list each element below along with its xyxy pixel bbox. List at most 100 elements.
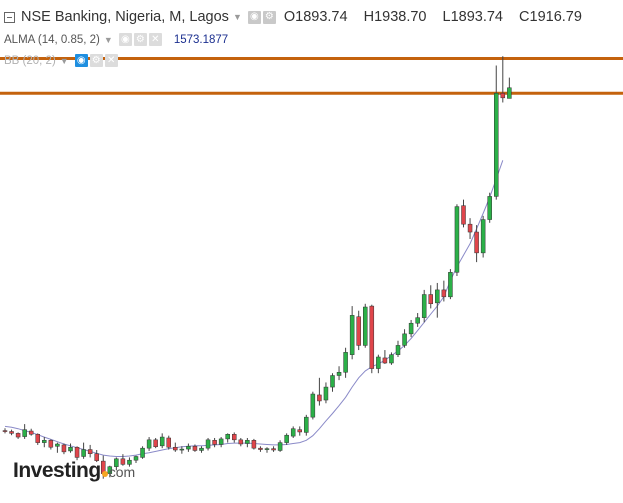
candle-body-up [408, 322, 414, 335]
chevron-down-icon[interactable]: ▼ [232, 12, 242, 22]
candle-body-up [304, 416, 309, 433]
candle [264, 447, 270, 453]
candle-body-up [277, 442, 283, 451]
candle-body-up [127, 459, 132, 465]
candle [448, 269, 453, 300]
candle [192, 444, 198, 452]
candle-body-down [500, 92, 506, 99]
candle [232, 432, 237, 443]
candle [277, 440, 283, 452]
candle-body-down [94, 453, 99, 461]
candle [81, 442, 86, 459]
candle [87, 444, 93, 458]
candle [245, 437, 250, 448]
candle [55, 442, 60, 453]
candle [74, 446, 80, 461]
candle-body-up [487, 196, 492, 220]
candle [238, 437, 244, 447]
candle-body-down [428, 294, 433, 305]
investing-logo: Investing com [13, 459, 135, 483]
candle [290, 426, 296, 438]
candle [480, 215, 486, 258]
candle [408, 319, 414, 338]
candle [173, 442, 178, 452]
candle [212, 437, 217, 448]
candle-body-down [153, 439, 158, 448]
close-icon[interactable]: ✕ [104, 54, 118, 67]
candle-body-down [87, 449, 93, 454]
gear-icon[interactable]: ⚙ [133, 33, 147, 46]
eye-icon[interactable]: ◉ [74, 54, 88, 67]
candle [395, 340, 401, 357]
candle [159, 433, 165, 449]
close-icon[interactable]: ✕ [148, 33, 162, 46]
candle-body-up [330, 375, 335, 388]
gear-icon[interactable]: ⚙ [89, 54, 103, 67]
candle [94, 450, 99, 463]
candle-body-down [173, 446, 178, 451]
chevron-down-icon[interactable]: ▼ [103, 34, 113, 45]
chevron-down-icon[interactable]: ▼ [59, 55, 69, 66]
legend-main: NSE Banking, Nigeria, M, Lagos ▼ ◉ ⚙ O18… [4, 9, 594, 25]
candle [330, 373, 335, 392]
candle-body-up [376, 356, 381, 369]
candle [271, 446, 276, 452]
candle [415, 313, 420, 327]
candle [467, 218, 473, 239]
bb-label[interactable]: BB (20, 2) [4, 54, 56, 67]
candle-body-up [218, 438, 224, 445]
candle [15, 432, 21, 439]
candle [317, 377, 322, 406]
candle [2, 428, 8, 434]
symbol-title[interactable]: NSE Banking, Nigeria, M, Lagos [21, 9, 229, 25]
logo-dot-icon [101, 471, 108, 477]
candle-body-up [140, 447, 145, 458]
candle [304, 414, 309, 436]
candle [356, 310, 361, 351]
candle-body-up [55, 443, 60, 447]
collapse-icon[interactable] [4, 11, 15, 23]
candle [22, 424, 27, 439]
candle [494, 65, 499, 200]
candle [114, 457, 119, 471]
candle-body-up [114, 458, 119, 467]
candle [421, 289, 427, 323]
candle-body-up [264, 448, 270, 450]
candle-body-up [395, 345, 401, 355]
candle-body-down [467, 223, 473, 233]
candle-body-up [179, 448, 185, 451]
candle-body-down [271, 448, 276, 451]
candle [343, 347, 348, 378]
candle [35, 433, 40, 445]
candle [323, 382, 329, 404]
candle [146, 437, 152, 451]
candle [507, 77, 512, 99]
candle-body-up [448, 272, 453, 298]
candle-body-up [421, 294, 427, 318]
candle [376, 354, 381, 374]
candle [48, 439, 54, 450]
candle-body-up [159, 436, 165, 447]
eye-icon[interactable]: ◉ [118, 33, 132, 46]
alma-label[interactable]: ALMA (14, 0.85, 2) [4, 33, 100, 46]
candle-body-down [35, 434, 40, 443]
candle [199, 446, 204, 453]
gear-icon[interactable]: ⚙ [262, 10, 276, 24]
candle-body-down [441, 289, 447, 298]
candle-body-down [317, 394, 322, 402]
candle-body-up [245, 440, 250, 444]
candle [369, 304, 375, 374]
candle-body-up [336, 372, 342, 376]
candle [251, 438, 257, 450]
candle [127, 457, 132, 467]
candle-body-up [480, 219, 486, 254]
candle-body-up [290, 428, 296, 437]
candle [382, 350, 388, 364]
candle-body-down [238, 439, 244, 445]
candle-body-down [251, 440, 257, 449]
candle [441, 280, 447, 302]
eye-icon[interactable]: ◉ [247, 10, 261, 24]
candle-body-down [297, 429, 302, 433]
candle [435, 282, 440, 318]
